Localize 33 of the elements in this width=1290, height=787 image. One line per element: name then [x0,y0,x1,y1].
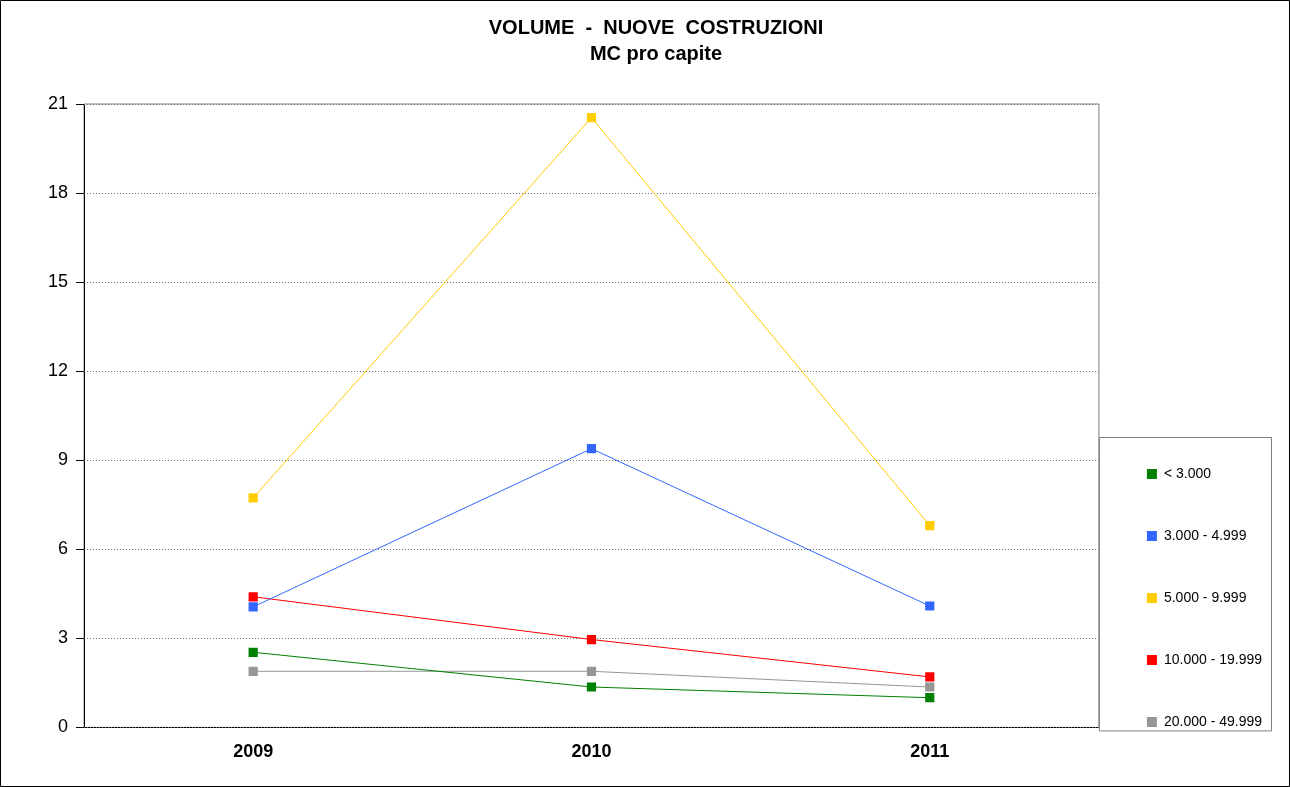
point [248,493,258,503]
chart-title: VOLUME - NUOVE COSTRUZIONI [488,15,824,38]
point [586,666,597,676]
point [248,666,258,676]
y-tick-label: 9 [58,449,69,470]
point [248,647,258,657]
x-tick-label: 2009 [233,741,274,762]
point [586,634,597,645]
point [925,601,935,611]
chart-subtitle: MC pro capite [589,41,723,64]
y-tick-label: 3 [58,627,69,648]
y-tick-label: 15 [47,271,69,292]
y-tick-label: 18 [47,182,69,203]
legend-label: 20.000 - 49.999 [1163,712,1263,729]
point [925,693,935,703]
y-tick-label: 0 [58,716,69,737]
point [925,672,935,682]
point [586,444,597,454]
legend-label: 10.000 - 19.999 [1163,650,1263,667]
y-tick-label: 21 [47,92,69,113]
point [925,682,935,692]
y-tick-label: 12 [47,360,69,381]
legend-label: 3.000 - 4.999 [1163,526,1247,543]
point [586,682,597,692]
y-tick-label: 6 [58,538,69,559]
legend-label: 5.000 - 9.999 [1163,588,1247,605]
legend-label: < 3.000 [1163,464,1212,481]
point [925,520,935,531]
x-tick-label: 2011 [910,741,950,762]
point [586,113,597,123]
point [248,602,258,612]
point [248,592,258,602]
x-tick-label: 2010 [571,741,612,762]
